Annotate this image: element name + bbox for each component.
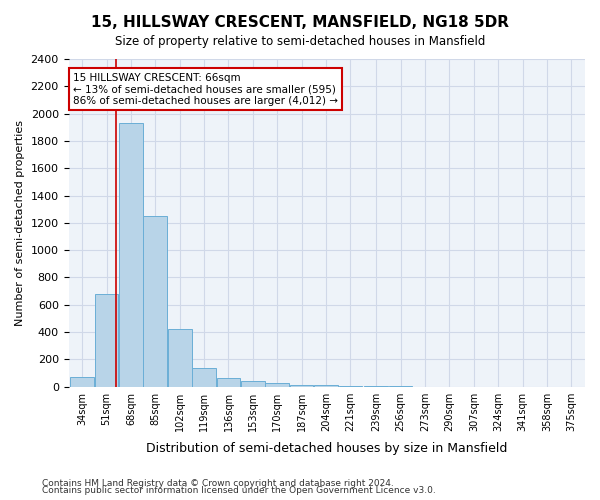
X-axis label: Distribution of semi-detached houses by size in Mansfield: Distribution of semi-detached houses by … <box>146 442 508 455</box>
Text: 15, HILLSWAY CRESCENT, MANSFIELD, NG18 5DR: 15, HILLSWAY CRESCENT, MANSFIELD, NG18 5… <box>91 15 509 30</box>
Bar <box>314 384 338 386</box>
Bar <box>192 368 216 386</box>
Text: Size of property relative to semi-detached houses in Mansfield: Size of property relative to semi-detach… <box>115 35 485 48</box>
Bar <box>265 382 289 386</box>
Bar <box>119 123 143 386</box>
Bar <box>241 380 265 386</box>
Bar <box>143 216 167 386</box>
Bar <box>168 330 191 386</box>
Text: Contains public sector information licensed under the Open Government Licence v3: Contains public sector information licen… <box>42 486 436 495</box>
Bar <box>290 384 313 386</box>
Bar <box>217 378 241 386</box>
Y-axis label: Number of semi-detached properties: Number of semi-detached properties <box>15 120 25 326</box>
Text: Contains HM Land Registry data © Crown copyright and database right 2024.: Contains HM Land Registry data © Crown c… <box>42 478 394 488</box>
Text: 15 HILLSWAY CRESCENT: 66sqm
← 13% of semi-detached houses are smaller (595)
86% : 15 HILLSWAY CRESCENT: 66sqm ← 13% of sem… <box>73 72 338 106</box>
Bar <box>95 294 118 386</box>
Bar <box>70 377 94 386</box>
